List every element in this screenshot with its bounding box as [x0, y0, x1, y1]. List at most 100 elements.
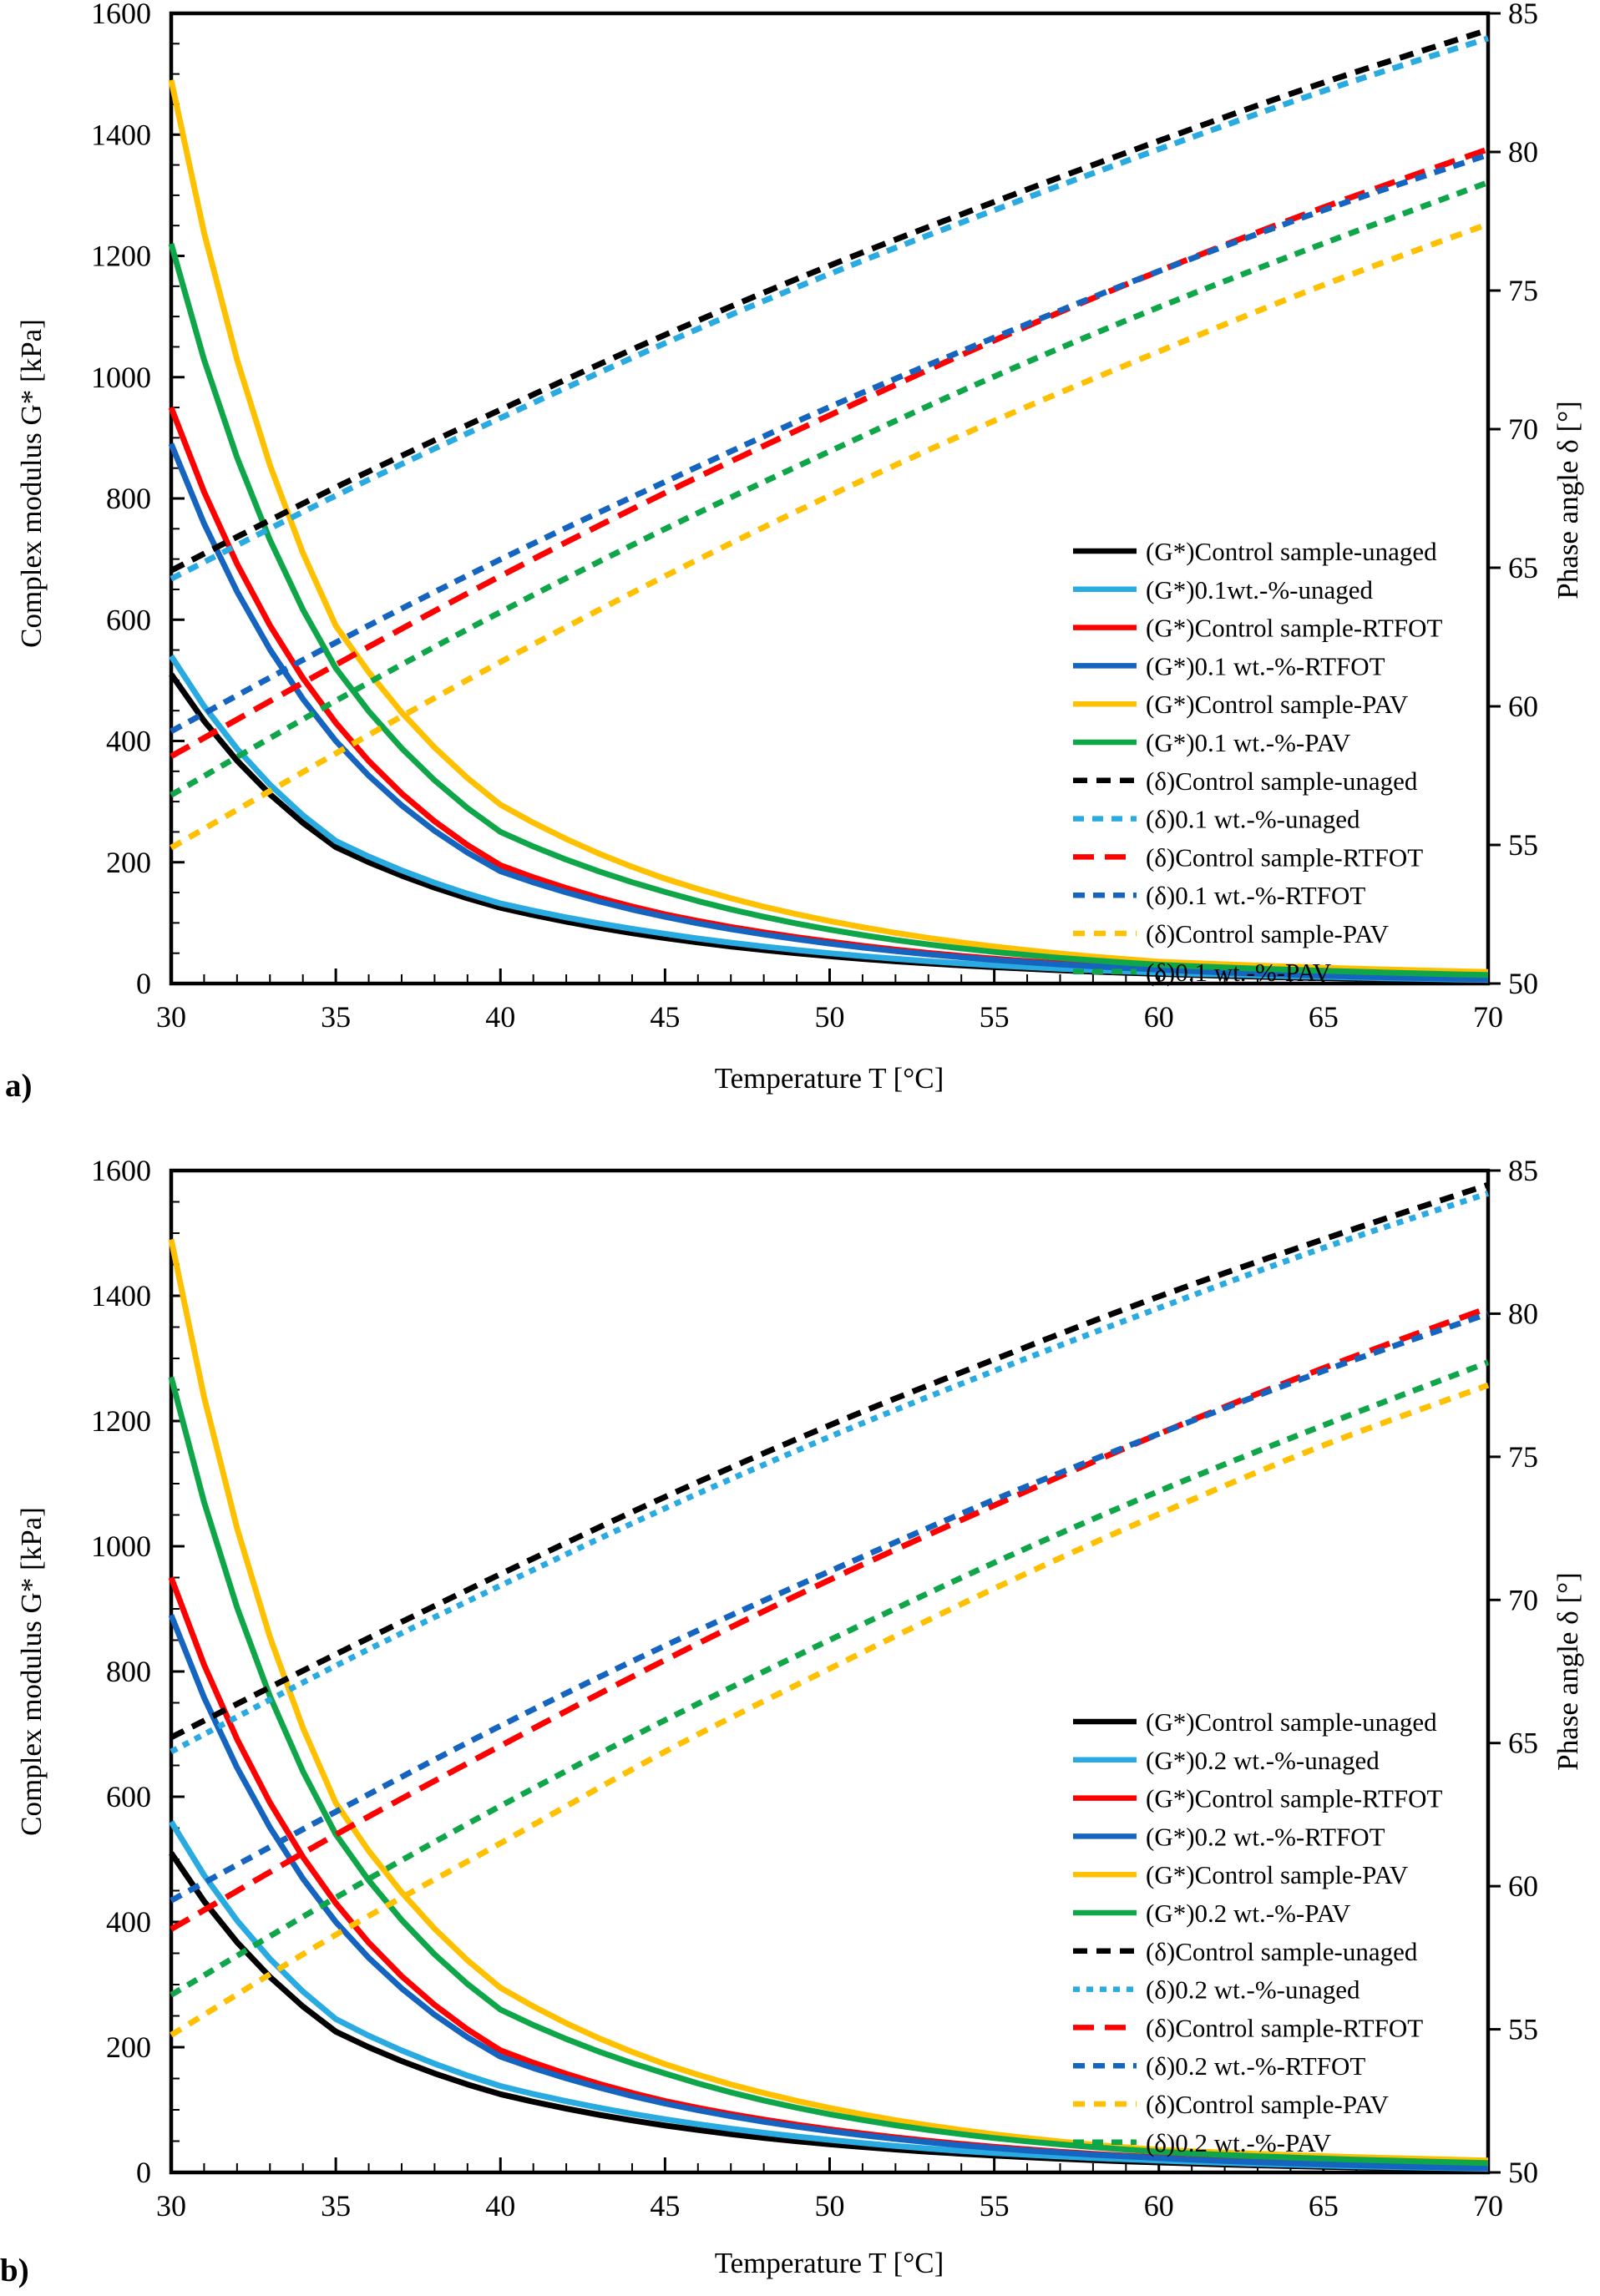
series-delta-0-2-wt-rtfot — [170, 1311, 1490, 1904]
y-right-tick-label: 55 — [1508, 2013, 1538, 2046]
series-delta-0-1-wt-unaged — [170, 35, 1490, 582]
x-tick-label: 35 — [321, 1000, 351, 1034]
x-tick-label: 70 — [1473, 1000, 1503, 1034]
legend-label-delta-0-2-wt-unaged: (δ)0.2 wt.-%-unaged — [1146, 1975, 1360, 2005]
legend-label-gstar-g-0-2-wt-pav: (G*)0.2 wt.-%-PAV — [1146, 1899, 1351, 1928]
x-tick-label: 60 — [1144, 2189, 1174, 2223]
x-tick-label: 70 — [1473, 2189, 1503, 2223]
x-tick-label: 55 — [980, 2189, 1010, 2223]
legend-label-delta-control-sample-unaged: (δ)Control sample-unaged — [1146, 766, 1418, 796]
y-axis-right-title-b: Phase angle δ [°] — [1552, 1572, 1584, 1771]
y-left-tick-label: 200 — [106, 2030, 151, 2064]
chart-a-canvas: 30 35 40 45 50 55 60 65 70 0 200 400 600 800 1000 1200 1… — [91, 0, 1538, 1034]
x-tick-label: 65 — [1309, 1000, 1339, 1034]
y-right-tick-label: 80 — [1508, 1297, 1538, 1330]
legend-label-gstar-g-control-sample-unaged: (G*)Control sample-unaged — [1146, 1707, 1437, 1737]
legend-label-delta-control-sample-rtfot: (δ)Control sample-RTFOT — [1146, 842, 1423, 872]
x-axis-title-a: Temperature T [°C] — [714, 1062, 944, 1095]
x-tick-label: 45 — [650, 1000, 680, 1034]
series-gstar-g-control-sample-pav — [168, 79, 1489, 975]
y-left-tick-label: 400 — [106, 1905, 151, 1939]
legend-label-gstar-g-control-sample-unaged: (G*)Control sample-unaged — [1146, 537, 1437, 566]
series-delta-control-sample-unaged — [170, 27, 1490, 574]
legend-label-gstar-g-control-sample-rtfot: (G*)Control sample-RTFOT — [1146, 1784, 1443, 1813]
y-right-tick-label: 70 — [1508, 412, 1538, 446]
series-gstar-g-0-1-wt-pav — [168, 243, 1489, 979]
x-tick-label: 60 — [1144, 1000, 1174, 1034]
y-left-tick-label: 1000 — [91, 1530, 151, 1563]
legend-label-gstar-g-control-sample-rtfot: (G*)Control sample-RTFOT — [1146, 614, 1443, 643]
legend-label-gstar-g-control-sample-pav: (G*)Control sample-PAV — [1146, 1860, 1409, 1889]
y-left-tick-label: 0 — [136, 967, 151, 1000]
y-right-tick-label: 80 — [1508, 135, 1538, 169]
panel-tag-a: a) — [5, 1068, 33, 1104]
legend-label-delta-control-sample-rtfot: (δ)Control sample-RTFOT — [1146, 2013, 1423, 2042]
y-right-tick-label: 85 — [1508, 1154, 1538, 1187]
y-right-tick-label: 70 — [1508, 1583, 1538, 1616]
x-tick-label: 45 — [650, 2189, 680, 2223]
y-left-tick-label: 1600 — [91, 1154, 151, 1187]
y-left-tick-label: 1200 — [91, 1404, 151, 1438]
x-tick-label: 40 — [485, 1000, 515, 1034]
x-tick-label: 35 — [321, 2189, 351, 2223]
x-tick-label: 65 — [1309, 2189, 1339, 2223]
y-axis-left-title-b: Complex modulus G* [kPa] — [15, 1507, 48, 1836]
panel-tag-b: b) — [0, 2253, 29, 2288]
x-axis-title-b: Temperature T [°C] — [714, 2247, 944, 2279]
y-right-tick-label: 85 — [1508, 0, 1538, 30]
y-left-tick-label: 1400 — [91, 118, 151, 151]
series-delta-0-2-wt-unaged — [170, 1191, 1490, 1755]
legend-label-gstar-g-control-sample-pav: (G*)Control sample-PAV — [1146, 690, 1409, 719]
legend-label-delta-control-sample-pav: (δ)Control sample-PAV — [1146, 919, 1390, 948]
plot-frame — [169, 11, 1491, 986]
y-left-tick-label: 1000 — [91, 361, 151, 394]
legend-label-delta-control-sample-unaged: (δ)Control sample-unaged — [1146, 1937, 1418, 1966]
y-right-tick-label: 75 — [1508, 1440, 1538, 1474]
y-right-tick-label: 65 — [1508, 1727, 1538, 1760]
x-tick-label: 30 — [156, 2189, 186, 2223]
legend-label-gstar-g-0-2-wt-rtfot: (G*)0.2 wt.-%-RTFOT — [1146, 1822, 1385, 1851]
legend-label-delta-0-2-wt-rtfot: (δ)0.2 wt.-%-RTFOT — [1146, 2051, 1365, 2081]
panel-b: 30 35 40 45 50 55 60 65 70 0 200 400 600 800 1000 1200 1… — [0, 1148, 1600, 2296]
y-left-tick-label: 1200 — [91, 240, 151, 273]
y-left-tick-label: 600 — [106, 603, 151, 636]
series-delta-control-sample-pav — [170, 221, 1490, 851]
series-delta-control-sample-unaged — [170, 1181, 1490, 1741]
chart-b-canvas: 30 35 40 45 50 55 60 65 70 0 200 400 600 800 1000 1200 1… — [91, 1154, 1538, 2223]
y-right-tick-label: 75 — [1508, 274, 1538, 307]
y-left-tick-label: 0 — [136, 2156, 151, 2189]
legend-label-gstar-g-0-2-wt-unaged: (G*)0.2 wt.-%-unaged — [1146, 1746, 1380, 1775]
y-right-tick-label: 60 — [1508, 690, 1538, 723]
legend-label-gstar-g-0-1-wt-pav: (G*)0.1 wt.-%-PAV — [1146, 728, 1351, 757]
series-gstar-g-0-2-wt-rtfot — [168, 1614, 1489, 2172]
legend-label-delta-0-1-wt-unaged: (δ)0.1 wt.-%-unaged — [1146, 805, 1360, 834]
y-left-tick-label: 400 — [106, 725, 151, 758]
series-delta-0-1-wt-pav — [170, 180, 1490, 798]
panel-a: 30 35 40 45 50 55 60 65 70 0 200 400 600 800 1000 1200 1… — [5, 0, 1584, 1104]
series-delta-control-sample-pav — [170, 1382, 1490, 2038]
y-left-tick-label: 600 — [106, 1780, 151, 1813]
y-right-tick-label: 50 — [1508, 967, 1538, 1000]
series-delta-0-2-wt-pav — [170, 1359, 1490, 1998]
x-tick-label: 50 — [815, 2189, 845, 2223]
legend-label-gstar-g-0-1-wt-rtfot: (G*)0.1 wt.-%-RTFOT — [1146, 651, 1385, 680]
y-left-tick-label: 800 — [106, 482, 151, 515]
legend-label-delta-0-2-wt-pav: (δ)0.2 wt.-%-PAV — [1146, 2128, 1332, 2157]
y-axis-right-title-a: Phase angle δ [°] — [1552, 401, 1584, 599]
y-right-tick-label: 65 — [1508, 551, 1538, 584]
legend-label-delta-0-1-wt-pav: (δ)0.1 wt.-%-PAV — [1146, 958, 1332, 987]
x-tick-label: 30 — [156, 1000, 186, 1034]
y-right-tick-label: 55 — [1508, 828, 1538, 862]
x-tick-label: 55 — [980, 1000, 1010, 1034]
y-left-tick-label: 1400 — [91, 1279, 151, 1312]
x-tick-label: 40 — [485, 2189, 515, 2223]
legend-label-delta-0-1-wt-rtfot: (δ)0.1 wt.-%-RTFOT — [1146, 881, 1365, 910]
legend-label-gstar-g-0-1wt-unaged: (G*)0.1wt.-%-unaged — [1146, 575, 1374, 604]
y-left-tick-label: 800 — [106, 1655, 151, 1688]
series-gstar-g-0-1-wt-rtfot — [168, 443, 1489, 983]
x-tick-label: 50 — [815, 1000, 845, 1034]
y-left-tick-label: 200 — [106, 846, 151, 879]
legend-label-delta-control-sample-pav: (δ)Control sample-PAV — [1146, 2090, 1390, 2119]
y-axis-left-title-a: Complex modulus G* [kPa] — [15, 319, 48, 648]
